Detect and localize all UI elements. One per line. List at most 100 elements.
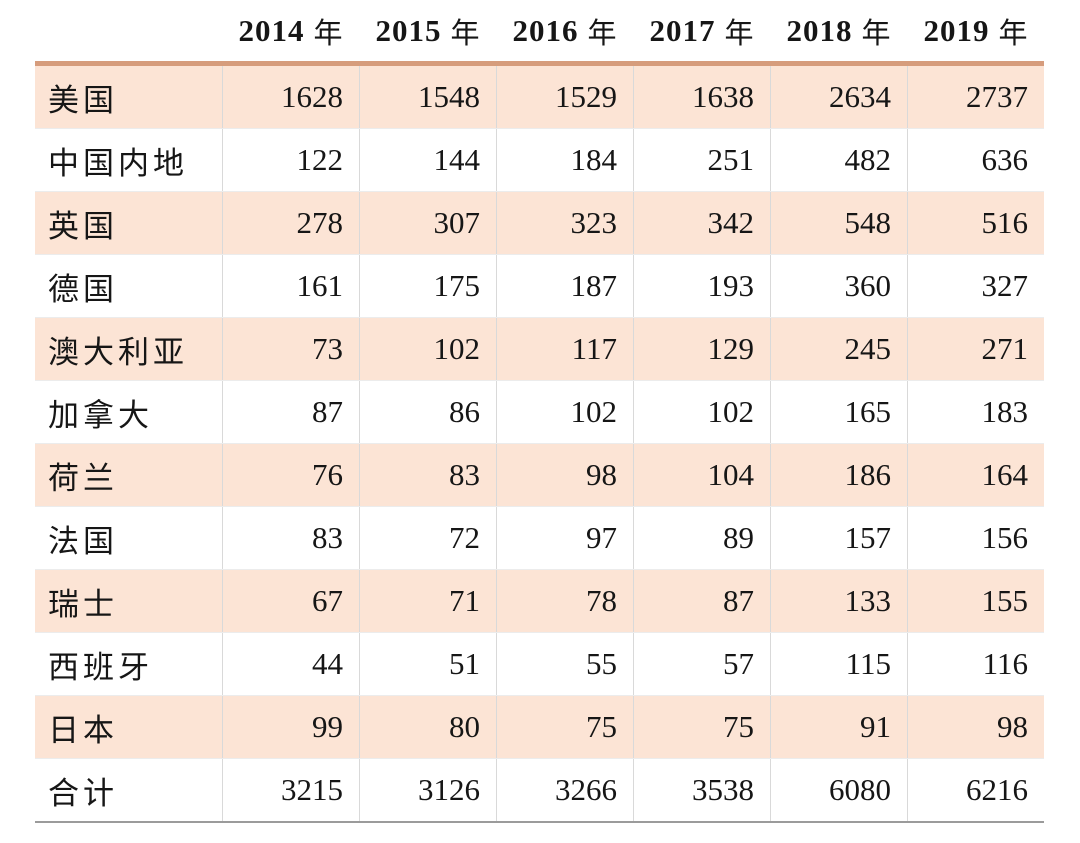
row-label: 美国 [48,82,118,118]
row-label: 加拿大 [48,397,153,433]
table-row: 德国 161 175 187 193 360 327 [35,255,1044,318]
value-cell: 164 [907,444,1044,506]
row-label: 德国 [48,271,118,307]
table-row: 加拿大 87 86 102 102 165 183 [35,381,1044,444]
value-cell: 102 [359,318,496,380]
column-header-year: 2018 [786,12,853,48]
column-header-2015: 2015 年 [359,0,496,61]
value-cell: 156 [907,507,1044,569]
value-cell: 175 [359,255,496,317]
column-header-year: 2014 [238,12,305,48]
value-cell: 86 [359,381,496,443]
row-label: 澳大利亚 [48,334,188,370]
value-cell: 122 [222,129,359,191]
column-header-unit: 年 [587,17,617,50]
value-cell: 3266 [496,759,633,821]
column-header-2016: 2016 年 [496,0,633,61]
value-cell: 165 [770,381,907,443]
value-cell: 184 [496,129,633,191]
value-cell: 3538 [633,759,770,821]
value-cell: 80 [359,696,496,758]
row-label: 合计 [48,775,118,811]
value-cell: 98 [496,444,633,506]
value-cell: 548 [770,192,907,254]
value-cell: 1548 [359,66,496,128]
table-row: 西班牙 44 51 55 57 115 116 [35,633,1044,696]
table-body: 美国 1628 1548 1529 1638 2634 2737 中国内地 122 144 184 2… [35,61,1044,823]
row-label: 法国 [48,523,118,559]
value-cell: 193 [633,255,770,317]
value-cell: 91 [770,696,907,758]
table-row: 合计 3215 3126 3266 3538 6080 6216 [35,759,1044,821]
value-cell: 116 [907,633,1044,695]
value-cell: 3215 [222,759,359,821]
value-cell: 157 [770,507,907,569]
value-cell: 72 [359,507,496,569]
row-label: 英国 [48,208,118,244]
column-header-2014: 2014 年 [222,0,359,61]
column-header-2018: 2018 年 [770,0,907,61]
value-cell: 1529 [496,66,633,128]
value-cell: 44 [222,633,359,695]
value-cell: 183 [907,381,1044,443]
row-label: 荷兰 [48,460,118,496]
value-cell: 360 [770,255,907,317]
value-cell: 323 [496,192,633,254]
value-cell: 6080 [770,759,907,821]
value-cell: 155 [907,570,1044,632]
value-cell: 55 [496,633,633,695]
row-label: 中国内地 [48,145,188,181]
value-cell: 89 [633,507,770,569]
value-cell: 327 [907,255,1044,317]
column-header-year: 2017 [649,12,716,48]
column-header-unit: 年 [450,17,480,50]
value-cell: 78 [496,570,633,632]
value-cell: 6216 [907,759,1044,821]
row-label: 日本 [48,712,118,748]
table-row: 荷兰 76 83 98 104 186 164 [35,444,1044,507]
value-cell: 99 [222,696,359,758]
row-label: 瑞士 [48,586,118,622]
table-row: 美国 1628 1548 1529 1638 2634 2737 [35,66,1044,129]
value-cell: 117 [496,318,633,380]
value-cell: 83 [222,507,359,569]
value-cell: 129 [633,318,770,380]
table-row: 瑞士 67 71 78 87 133 155 [35,570,1044,633]
value-cell: 2737 [907,66,1044,128]
value-cell: 73 [222,318,359,380]
value-cell: 51 [359,633,496,695]
column-header-year: 2015 [375,12,442,48]
table-row: 法国 83 72 97 89 157 156 [35,507,1044,570]
value-cell: 278 [222,192,359,254]
column-header-year: 2016 [512,12,579,48]
value-cell: 1628 [222,66,359,128]
table-row: 中国内地 122 144 184 251 482 636 [35,129,1044,192]
value-cell: 71 [359,570,496,632]
value-cell: 115 [770,633,907,695]
value-cell: 307 [359,192,496,254]
value-cell: 102 [496,381,633,443]
value-cell: 482 [770,129,907,191]
value-cell: 83 [359,444,496,506]
value-cell: 102 [633,381,770,443]
value-cell: 87 [222,381,359,443]
value-cell: 187 [496,255,633,317]
value-cell: 76 [222,444,359,506]
value-cell: 636 [907,129,1044,191]
corner-cell [35,0,222,61]
value-cell: 133 [770,570,907,632]
value-cell: 1638 [633,66,770,128]
value-cell: 2634 [770,66,907,128]
table-row: 日本 99 80 75 75 91 98 [35,696,1044,759]
value-cell: 186 [770,444,907,506]
value-cell: 75 [496,696,633,758]
value-cell: 271 [907,318,1044,380]
value-cell: 245 [770,318,907,380]
value-cell: 104 [633,444,770,506]
value-cell: 75 [633,696,770,758]
table-header-row: 2014 年 2015 年 2016 年 2017 年 2018 年 2019 年 [35,0,1044,61]
value-cell: 251 [633,129,770,191]
value-cell: 161 [222,255,359,317]
column-header-unit: 年 [313,17,343,50]
